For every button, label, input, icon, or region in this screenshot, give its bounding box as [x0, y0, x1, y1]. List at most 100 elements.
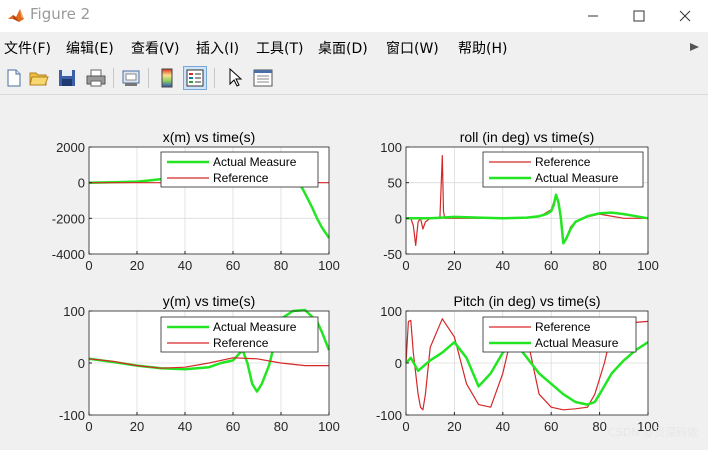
axes-title: y(m) vs time(s)	[163, 293, 256, 309]
property-inspector-icon	[253, 69, 273, 87]
x-tick-label: 20	[130, 419, 144, 434]
menu-file[interactable]: 文件(F)	[4, 41, 51, 57]
menu-help[interactable]: 帮助(H)	[458, 41, 508, 57]
x-tick-label: 80	[592, 258, 606, 273]
x-tick-label: 0	[402, 419, 409, 434]
colorbar-icon	[161, 68, 173, 88]
legend[interactable]: Actual Measure Reference	[160, 151, 319, 188]
legend-entry: Actual Measure	[213, 155, 297, 169]
maximize-icon	[633, 10, 645, 22]
x-tick-label: 80	[592, 419, 606, 434]
series-line-actual-measure	[406, 193, 649, 245]
legend-box	[160, 151, 319, 188]
matlab-logo-icon	[8, 9, 24, 22]
menu-window[interactable]: 窗口(W)	[386, 41, 439, 57]
colorbar-button[interactable]	[155, 66, 179, 90]
legend-icon	[186, 69, 204, 87]
new-figure-icon	[7, 69, 21, 87]
x-tick-label: 0	[85, 258, 92, 273]
y-tick-label: -50	[383, 247, 402, 262]
menu-view[interactable]: 查看(V)	[131, 41, 180, 57]
y-tick-label: 0	[395, 356, 402, 371]
y-tick-label: 0	[78, 356, 85, 371]
legend-box	[482, 316, 637, 353]
toolbar-separator	[214, 68, 215, 88]
new-figure-button[interactable]	[2, 66, 26, 90]
axes-title: x(m) vs time(s)	[163, 129, 256, 145]
x-tick-label: 60	[544, 419, 558, 434]
pointer-icon	[229, 68, 243, 87]
legend[interactable]: Actual Measure Reference	[160, 316, 319, 353]
y-tick-label: 2000	[56, 140, 85, 155]
y-tick-label: -100	[376, 408, 402, 423]
y-tick-label: 100	[63, 304, 85, 319]
save-icon	[59, 70, 75, 86]
legend[interactable]: Reference Actual Measure	[482, 316, 637, 353]
axes-1[interactable]: 0 20 40 60 80 100 -4000 -2000 0 2000 x(m) vs time(…	[52, 129, 340, 273]
menu-insert[interactable]: 插入(I)	[196, 41, 240, 57]
save-button[interactable]	[55, 66, 79, 90]
x-tick-label: 40	[178, 258, 192, 273]
legend-button[interactable]	[183, 66, 207, 90]
toolbar-separator	[113, 68, 114, 88]
x-tick-label: 100	[637, 419, 659, 434]
dock-arrow-icon[interactable]	[688, 40, 702, 54]
x-tick-label: 100	[318, 258, 340, 273]
y-tick-label: -4000	[52, 247, 85, 262]
print-button[interactable]	[84, 66, 108, 90]
property-inspector-button[interactable]	[251, 66, 275, 90]
minimize-button[interactable]	[570, 0, 616, 32]
print-preview-icon	[122, 70, 140, 86]
legend-entry: Reference	[535, 320, 591, 334]
x-tick-label: 80	[274, 258, 288, 273]
y-tick-label: -2000	[52, 211, 85, 226]
series-line-actual-measure	[88, 308, 331, 393]
print-preview-button[interactable]	[119, 66, 143, 90]
y-tick-label: 50	[388, 176, 402, 191]
menu-edit[interactable]: 编辑(E)	[66, 41, 114, 57]
x-tick-label: 100	[637, 258, 659, 273]
x-tick-label: 100	[318, 419, 340, 434]
x-tick-label: 40	[496, 419, 510, 434]
legend-entry: Reference	[213, 336, 269, 350]
legend-entry: Actual Measure	[535, 171, 619, 185]
legend-entry: Actual Measure	[535, 336, 619, 350]
series-line-reference	[88, 357, 329, 369]
x-tick-label: 60	[226, 258, 240, 273]
x-tick-label: 20	[447, 258, 461, 273]
y-tick-label: 0	[78, 176, 85, 191]
x-tick-label: 0	[85, 419, 92, 434]
legend-box	[160, 316, 319, 353]
close-icon	[679, 10, 691, 22]
maximize-button[interactable]	[616, 0, 662, 32]
open-file-button[interactable]	[27, 66, 51, 90]
legend-entry: Actual Measure	[213, 320, 297, 334]
x-tick-label: 40	[496, 258, 510, 273]
open-file-icon	[29, 72, 49, 86]
minimize-icon	[588, 15, 598, 17]
x-tick-label: 60	[226, 419, 240, 434]
axes-title: Pitch (in deg) vs time(s)	[453, 293, 600, 309]
legend-box	[482, 151, 644, 188]
close-button[interactable]	[662, 0, 708, 32]
print-icon	[86, 69, 106, 87]
window-title: Figure 2	[30, 5, 91, 23]
axes-frame	[88, 146, 330, 255]
title-bar: Figure 2	[0, 0, 708, 32]
legend-entry: Reference	[535, 155, 591, 169]
toolbar	[0, 62, 708, 95]
x-tick-label: 20	[130, 258, 144, 273]
x-tick-label: 60	[544, 258, 558, 273]
pointer-button[interactable]	[223, 66, 247, 90]
menu-desktop[interactable]: 桌面(D)	[318, 41, 368, 57]
legend[interactable]: Reference Actual Measure	[482, 151, 644, 188]
y-tick-label: 100	[380, 304, 402, 319]
watermark-text: CSDN @贝深码侬	[608, 426, 698, 439]
x-tick-label: 20	[447, 419, 461, 434]
y-tick-label: 0	[395, 211, 402, 226]
menu-tools[interactable]: 工具(T)	[256, 41, 304, 57]
